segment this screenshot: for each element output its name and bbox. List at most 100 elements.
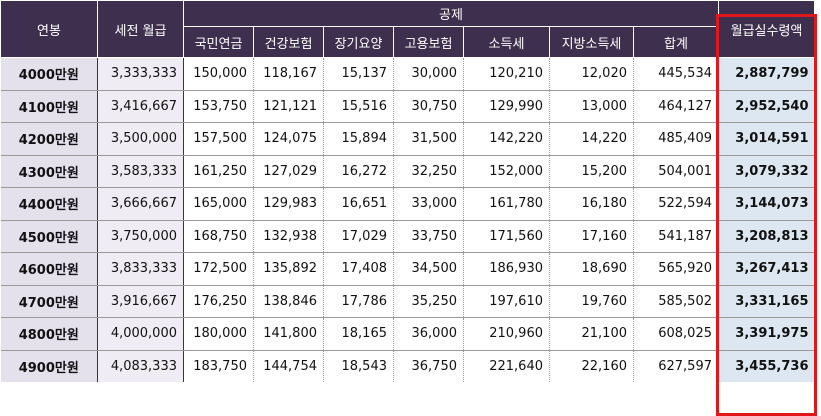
cell-net: 3,331,165 <box>718 285 815 318</box>
cell-income-tax: 129,990 <box>463 90 550 123</box>
cell-income-tax: 186,930 <box>463 252 550 286</box>
cell-health: 141,800 <box>253 317 324 351</box>
cell-local-tax: 17,160 <box>549 220 634 253</box>
cell-total: 464,127 <box>633 90 719 123</box>
table-header: 연봉 세전 월급 공제 월급실수령액 국민연금 건강보험 장기요양 고용보험 소… <box>0 0 815 58</box>
cell-health: 135,892 <box>253 252 324 286</box>
cell-annual: 4100만원 <box>0 90 98 123</box>
table-row: 4800만원 4,000,000 180,000 141,800 18,165 … <box>0 317 815 351</box>
cell-health: 127,029 <box>253 155 324 188</box>
cell-gross: 3,500,000 <box>97 122 184 156</box>
cell-income-tax: 161,780 <box>463 187 550 221</box>
cell-net: 3,391,975 <box>718 317 815 351</box>
cell-income-tax: 120,210 <box>463 57 550 91</box>
cell-employment: 33,750 <box>393 220 464 253</box>
cell-gross: 3,583,333 <box>97 155 184 188</box>
cell-pension: 150,000 <box>183 57 254 91</box>
cell-health: 132,938 <box>253 220 324 253</box>
cell-gross: 3,916,667 <box>97 285 184 318</box>
cell-pension: 165,000 <box>183 187 254 221</box>
cell-annual: 4700만원 <box>0 285 98 318</box>
cell-health: 138,846 <box>253 285 324 318</box>
cell-income-tax: 171,560 <box>463 220 550 253</box>
cell-gross: 4,083,333 <box>97 350 184 382</box>
cell-local-tax: 18,690 <box>549 252 634 286</box>
cell-annual: 4600만원 <box>0 252 98 286</box>
cell-total: 585,502 <box>633 285 719 318</box>
cell-employment: 30,750 <box>393 90 464 123</box>
cell-employment: 33,000 <box>393 187 464 221</box>
cell-health: 124,075 <box>253 122 324 156</box>
header-long-term-care: 장기요양 <box>323 26 394 58</box>
cell-total: 627,597 <box>633 350 719 382</box>
cell-pension: 153,750 <box>183 90 254 123</box>
cell-pension: 172,500 <box>183 252 254 286</box>
cell-long-term-care: 17,029 <box>323 220 394 253</box>
cell-income-tax: 152,000 <box>463 155 550 188</box>
header-employment-insurance: 고용보험 <box>393 26 464 58</box>
table-row: 4600만원 3,833,333 172,500 135,892 17,408 … <box>0 252 815 286</box>
cell-net: 2,952,540 <box>718 90 815 123</box>
header-income-tax: 소득세 <box>463 26 550 58</box>
cell-net: 3,144,073 <box>718 187 815 221</box>
cell-annual: 4800만원 <box>0 317 98 351</box>
cell-gross: 3,416,667 <box>97 90 184 123</box>
cell-net: 3,208,813 <box>718 220 815 253</box>
table-row: 4300만원 3,583,333 161,250 127,029 16,272 … <box>0 155 815 188</box>
cell-pension: 180,000 <box>183 317 254 351</box>
header-local-income-tax: 지방소득세 <box>549 26 634 58</box>
cell-total: 504,001 <box>633 155 719 188</box>
cell-long-term-care: 15,137 <box>323 57 394 91</box>
cell-income-tax: 221,640 <box>463 350 550 382</box>
cell-total: 485,409 <box>633 122 719 156</box>
header-deductions-group: 공제 <box>183 0 719 27</box>
cell-total: 541,187 <box>633 220 719 253</box>
cell-long-term-care: 16,651 <box>323 187 394 221</box>
cell-local-tax: 14,220 <box>549 122 634 156</box>
cell-gross: 3,833,333 <box>97 252 184 286</box>
cell-long-term-care: 17,408 <box>323 252 394 286</box>
cell-annual: 4400만원 <box>0 187 98 221</box>
cell-health: 129,983 <box>253 187 324 221</box>
table-row: 4100만원 3,416,667 153,750 121,121 15,516 … <box>0 90 815 123</box>
cell-local-tax: 16,180 <box>549 187 634 221</box>
table-row: 4500만원 3,750,000 168,750 132,938 17,029 … <box>0 220 815 253</box>
cell-gross: 3,750,000 <box>97 220 184 253</box>
cell-employment: 31,500 <box>393 122 464 156</box>
cell-total: 445,534 <box>633 57 719 91</box>
table-row: 4400만원 3,666,667 165,000 129,983 16,651 … <box>0 187 815 221</box>
cell-annual: 4000만원 <box>0 57 98 91</box>
cell-health: 144,754 <box>253 350 324 382</box>
cell-annual: 4200만원 <box>0 122 98 156</box>
cell-pension: 161,250 <box>183 155 254 188</box>
cell-net: 3,079,332 <box>718 155 815 188</box>
cell-health: 121,121 <box>253 90 324 123</box>
cell-annual: 4900만원 <box>0 350 98 382</box>
cell-local-tax: 12,020 <box>549 57 634 91</box>
table-row: 4200만원 3,500,000 157,500 124,075 15,894 … <box>0 122 815 156</box>
cell-employment: 30,000 <box>393 57 464 91</box>
cell-long-term-care: 18,165 <box>323 317 394 351</box>
cell-net: 3,455,736 <box>718 350 815 382</box>
header-deductions-total: 합계 <box>633 26 719 58</box>
cell-net: 3,014,591 <box>718 122 815 156</box>
cell-gross: 3,666,667 <box>97 187 184 221</box>
cell-employment: 32,250 <box>393 155 464 188</box>
cell-net: 3,267,413 <box>718 252 815 286</box>
cell-long-term-care: 15,516 <box>323 90 394 123</box>
salary-table: 연봉 세전 월급 공제 월급실수령액 국민연금 건강보험 장기요양 고용보험 소… <box>0 0 815 382</box>
cell-employment: 36,000 <box>393 317 464 351</box>
cell-local-tax: 19,760 <box>549 285 634 318</box>
header-gross-monthly: 세전 월급 <box>97 0 184 58</box>
table-row: 4000만원 3,333,333 150,000 118,167 15,137 … <box>0 57 815 91</box>
cell-local-tax: 22,160 <box>549 350 634 382</box>
cell-health: 118,167 <box>253 57 324 91</box>
cell-long-term-care: 15,894 <box>323 122 394 156</box>
cell-employment: 35,250 <box>393 285 464 318</box>
cell-local-tax: 15,200 <box>549 155 634 188</box>
cell-employment: 34,500 <box>393 252 464 286</box>
cell-long-term-care: 16,272 <box>323 155 394 188</box>
cell-income-tax: 142,220 <box>463 122 550 156</box>
cell-income-tax: 197,610 <box>463 285 550 318</box>
cell-total: 608,025 <box>633 317 719 351</box>
